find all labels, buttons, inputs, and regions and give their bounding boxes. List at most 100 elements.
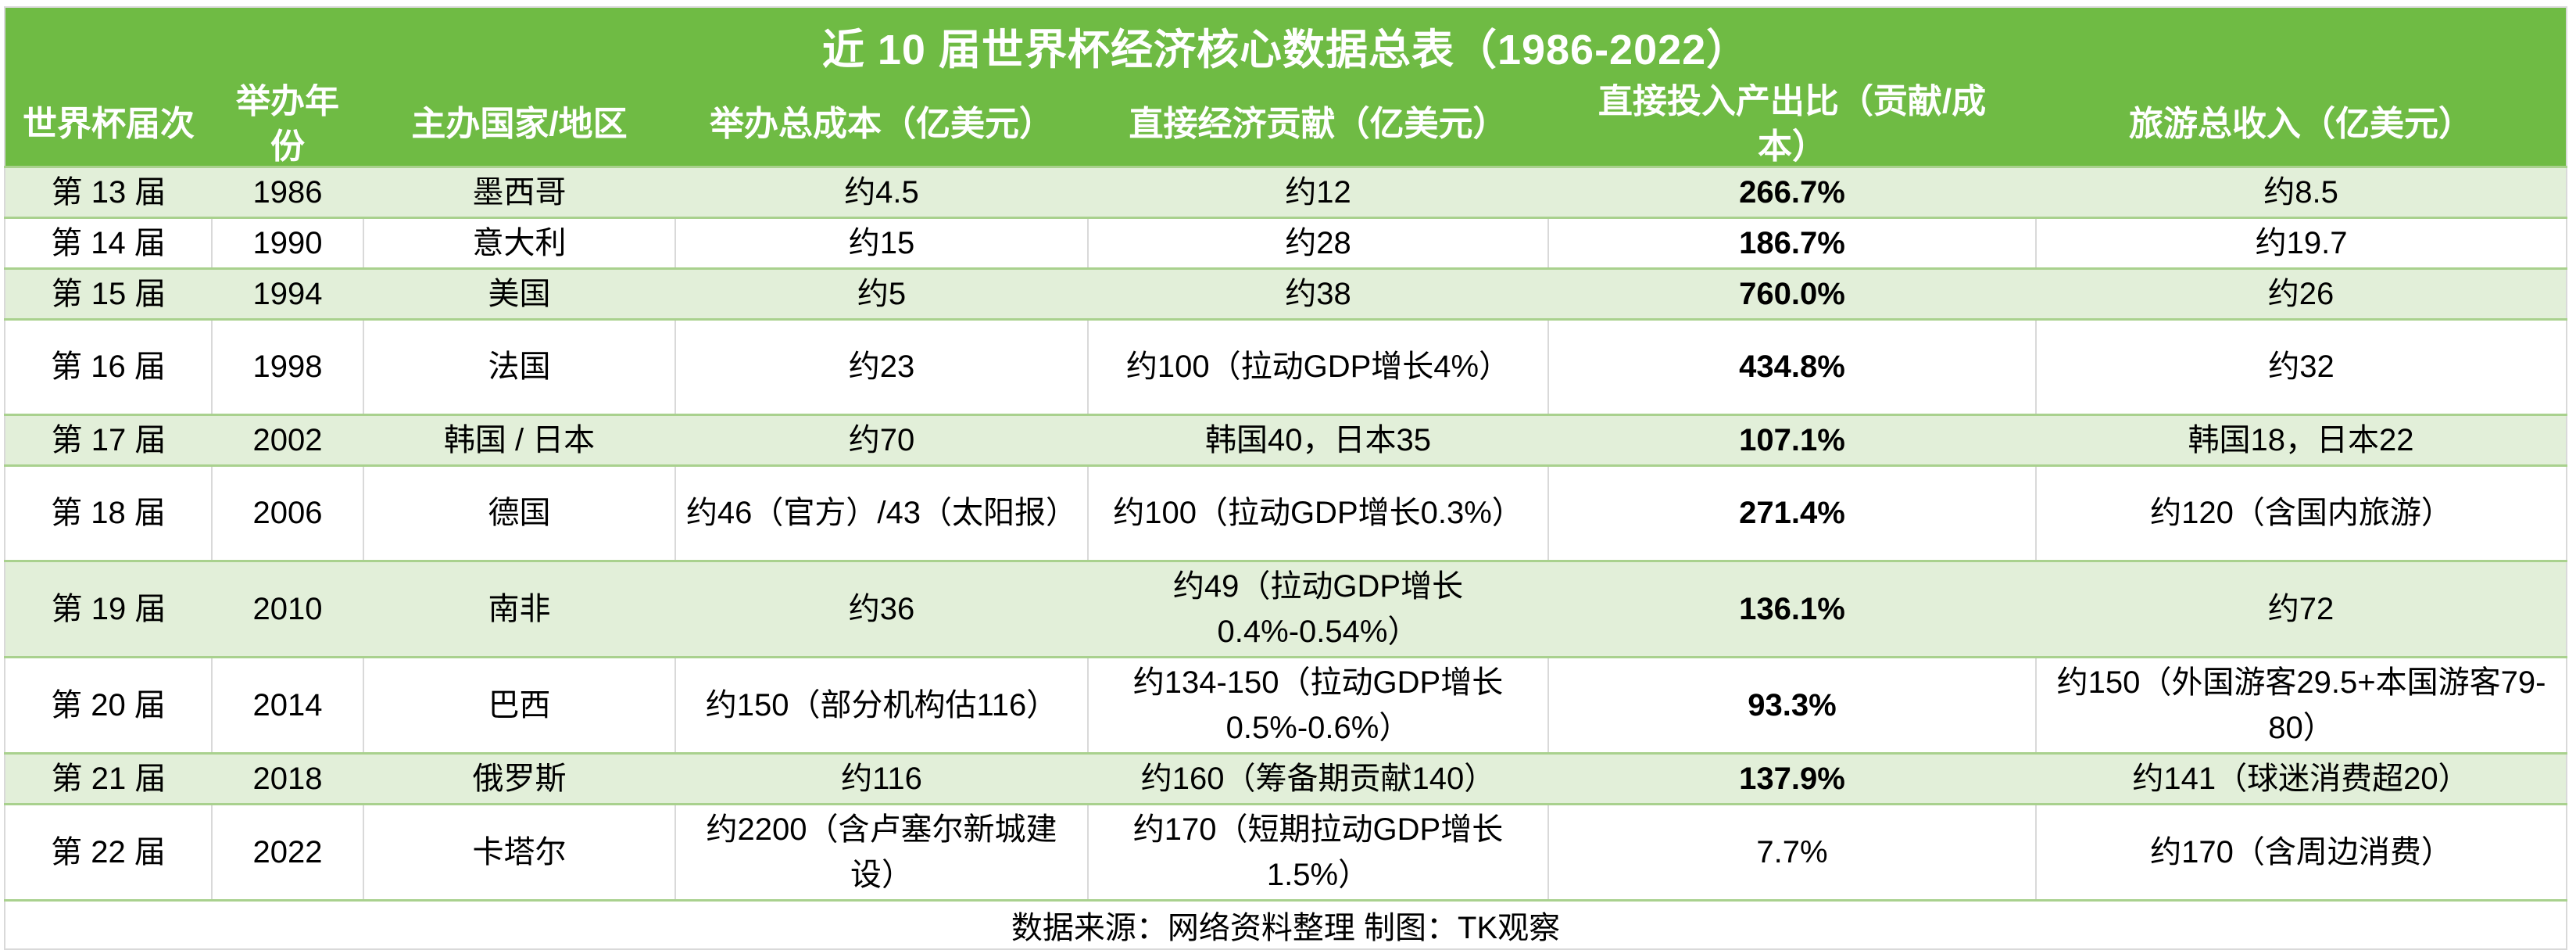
- cell-contribution: 约28: [1087, 216, 1549, 270]
- col-header-edition: 世界杯届次: [5, 83, 212, 167]
- cell-edition: 第 15 届: [5, 267, 212, 321]
- table-row: 第 13 届 1986 墨西哥 约4.5 约12 266.7% 约8.5: [5, 165, 2567, 219]
- cell-year: 1994: [212, 267, 363, 321]
- cell-ratio: 434.8%: [1547, 317, 2037, 416]
- cell-year: 1986: [212, 165, 363, 219]
- cell-ratio: 186.7%: [1547, 216, 2037, 270]
- cell-edition: 第 16 届: [4, 317, 213, 416]
- table-row: 第 17 届 2002 韩国 / 日本 约70 韩国40，日本35 107.1% 韩国18，…: [5, 413, 2567, 467]
- column-header-row: 世界杯届次 举办年份 主办国家/地区 举办总成本（亿美元） 直接经济贡献（亿美元…: [5, 83, 2567, 167]
- cell-edition: 第 13 届: [5, 165, 212, 219]
- cell-tourism: 约8.5: [2036, 165, 2567, 219]
- cell-year: 2014: [211, 655, 364, 755]
- table-header: 近 10 届世界杯经济核心数据总表（1986-2022） 世界杯届次 举办年份 …: [5, 7, 2567, 167]
- cell-contribution: 约100（拉动GDP增长0.3%）: [1087, 464, 1549, 562]
- cell-tourism: 约150（外国游客29.5+本国游客79-80）: [2034, 655, 2568, 755]
- col-header-tourism: 旅游总收入（亿美元）: [2036, 83, 2567, 167]
- col-header-edition-label: 世界杯届次: [23, 105, 195, 144]
- cell-host: 俄罗斯: [363, 751, 675, 805]
- cell-cost: 约116: [675, 751, 1088, 805]
- cell-ratio: 7.7%: [1547, 802, 2037, 902]
- table-footer: 数据来源：网络资料整理 制图：TK观察: [5, 899, 2567, 950]
- cell-ratio: 266.7%: [1548, 165, 2036, 219]
- col-header-contribution-label: 直接经济贡献（亿美元）: [1129, 105, 1508, 144]
- cell-ratio: 271.4%: [1547, 464, 2037, 562]
- table-row: 第 16 届 1998 法国 约23 约100（拉动GDP增长4%） 434.8% 约32: [4, 317, 2568, 416]
- cell-year: 2018: [212, 751, 363, 805]
- cell-cost: 约4.5: [675, 165, 1088, 219]
- cell-year: 2010: [212, 559, 363, 658]
- col-header-year: 举办年份: [212, 83, 363, 167]
- cell-cost: 约15: [674, 216, 1089, 270]
- col-header-cost: 举办总成本（亿美元）: [675, 83, 1088, 167]
- cell-edition: 第 20 届: [4, 655, 213, 755]
- cell-cost: 约23: [674, 317, 1089, 416]
- cell-contribution: 韩国40，日本35: [1088, 413, 1548, 467]
- cell-host: 卡塔尔: [363, 802, 676, 902]
- table-row: 第 15 届 1994 美国 约5 约38 760.0% 约26: [5, 267, 2567, 321]
- cell-edition: 第 21 届: [5, 751, 212, 805]
- cell-ratio: 137.9%: [1548, 751, 2036, 805]
- page-title: 近 10 届世界杯经济核心数据总表（1986-2022）: [5, 7, 2567, 83]
- cell-contribution: 约160（筹备期贡献140）: [1088, 751, 1548, 805]
- col-header-tourism-label: 旅游总收入（亿美元）: [2129, 105, 2474, 144]
- cell-year: 2006: [211, 464, 364, 562]
- cell-tourism: 约26: [2036, 267, 2567, 321]
- worldcup-economics-table: 近 10 届世界杯经济核心数据总表（1986-2022） 世界杯届次 举办年份 …: [4, 6, 2568, 950]
- cell-cost: 约46（官方）/43（太阳报）: [674, 464, 1089, 562]
- col-header-year-label: 举办年份: [236, 83, 339, 165]
- col-header-ratio-label: 直接投入产出比（贡献/成本）: [1597, 83, 1987, 165]
- cell-cost: 约2200（含卢塞尔新城建设）: [674, 802, 1089, 902]
- cell-tourism: 韩国18，日本22: [2036, 413, 2567, 467]
- title-row: 近 10 届世界杯经济核心数据总表（1986-2022）: [5, 7, 2567, 83]
- col-header-host: 主办国家/地区: [363, 83, 675, 167]
- cell-ratio: 760.0%: [1548, 267, 2036, 321]
- cell-ratio: 107.1%: [1548, 413, 2036, 467]
- cell-ratio: 93.3%: [1547, 655, 2037, 755]
- cell-host: 南非: [363, 559, 675, 658]
- cell-tourism: 约170（含周边消费）: [2034, 802, 2568, 902]
- cell-year: 2002: [212, 413, 363, 467]
- col-header-cost-label: 举办总成本（亿美元）: [710, 105, 1054, 144]
- cell-contribution: 约170（短期拉动GDP增长1.5%）: [1087, 802, 1549, 902]
- cell-contribution: 约38: [1088, 267, 1548, 321]
- cell-tourism: 约72: [2036, 559, 2567, 658]
- table-row: 第 19 届 2010 南非 约36 约49（拉动GDP增长0.4%-0.54%） 136…: [5, 559, 2567, 658]
- cell-cost: 约36: [675, 559, 1088, 658]
- cell-year: 2022: [211, 802, 364, 902]
- cell-edition: 第 18 届: [4, 464, 213, 562]
- col-header-host-label: 主办国家/地区: [411, 105, 628, 144]
- table-row: 第 18 届 2006 德国 约46（官方）/43（太阳报） 约100（拉动GDP增长0…: [4, 464, 2568, 562]
- cell-contribution: 约100（拉动GDP增长4%）: [1087, 317, 1549, 416]
- cell-host: 美国: [363, 267, 675, 321]
- table-row: 第 21 届 2018 俄罗斯 约116 约160（筹备期贡献140） 137.9% 约14…: [5, 751, 2567, 805]
- cell-tourism: 约32: [2034, 317, 2568, 416]
- table-body: 第 13 届 1986 墨西哥 约4.5 约12 266.7% 约8.5 第 14 届 1990…: [4, 165, 2568, 902]
- cell-cost: 约150（部分机构估116）: [674, 655, 1089, 755]
- col-header-ratio: 直接投入产出比（贡献/成本）: [1548, 83, 2036, 167]
- footer-row: 数据来源：网络资料整理 制图：TK观察: [5, 899, 2567, 950]
- cell-host: 墨西哥: [363, 165, 675, 219]
- table-row: 第 22 届 2022 卡塔尔 约2200（含卢塞尔新城建设） 约170（短期拉动GDP…: [4, 802, 2568, 902]
- cell-host: 意大利: [363, 216, 676, 270]
- data-source-note: 数据来源：网络资料整理 制图：TK观察: [5, 899, 2567, 950]
- cell-host: 巴西: [363, 655, 676, 755]
- col-header-contribution: 直接经济贡献（亿美元）: [1088, 83, 1548, 167]
- cell-edition: 第 19 届: [5, 559, 212, 658]
- cell-year: 1998: [211, 317, 364, 416]
- cell-tourism: 约19.7: [2034, 216, 2568, 270]
- cell-host: 法国: [363, 317, 676, 416]
- cell-contribution: 约49（拉动GDP增长0.4%-0.54%）: [1088, 559, 1548, 658]
- cell-cost: 约5: [675, 267, 1088, 321]
- cell-ratio: 136.1%: [1548, 559, 2036, 658]
- cell-cost: 约70: [675, 413, 1088, 467]
- table-row: 第 20 届 2014 巴西 约150（部分机构估116） 约134-150（拉动GDP…: [4, 655, 2568, 755]
- cell-contribution: 约12: [1088, 165, 1548, 219]
- cell-host: 韩国 / 日本: [363, 413, 675, 467]
- table-row: 第 14 届 1990 意大利 约15 约28 186.7% 约19.7: [4, 216, 2568, 270]
- cell-edition: 第 17 届: [5, 413, 212, 467]
- cell-tourism: 约120（含国内旅游）: [2034, 464, 2568, 562]
- cell-year: 1990: [211, 216, 364, 270]
- cell-tourism: 约141（球迷消费超20）: [2036, 751, 2567, 805]
